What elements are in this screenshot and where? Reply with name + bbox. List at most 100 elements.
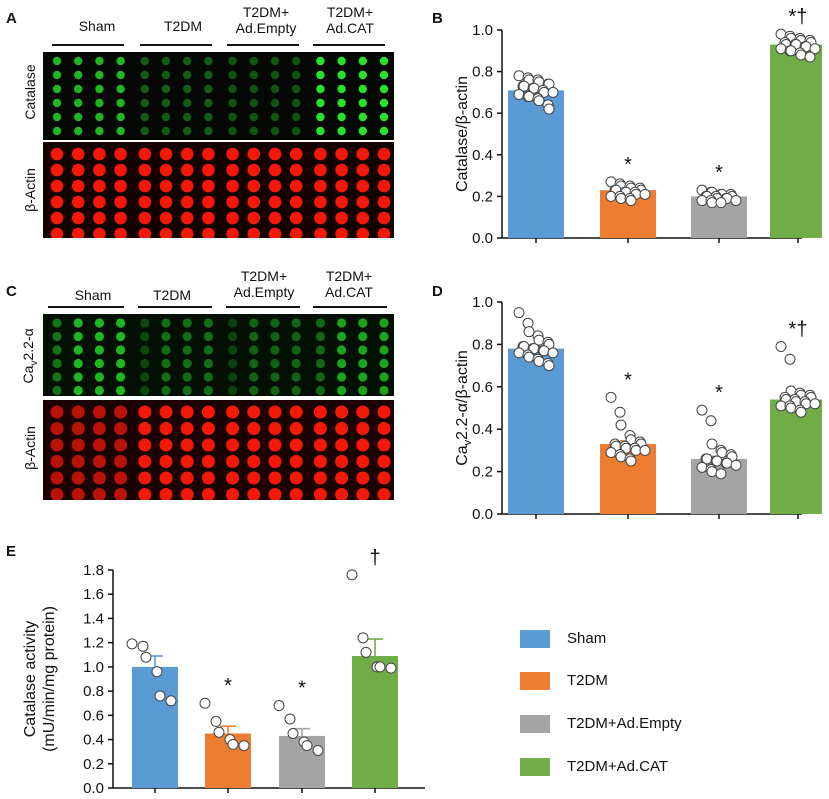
blot-c-actin-dot xyxy=(138,471,152,485)
blot-a-catalase-dot xyxy=(292,70,301,80)
blot-a-group-t2dm: T2DM xyxy=(163,18,203,34)
blot-c-cav-dot xyxy=(337,358,347,369)
blot-a-actin-dot xyxy=(377,179,391,193)
blot-c-actin-dot xyxy=(247,438,261,452)
blot-a-catalase-dot xyxy=(228,70,237,80)
blot-c-cav-dot xyxy=(52,385,62,396)
blot-c-cav-dot xyxy=(358,358,368,369)
blot-a-actin-dot xyxy=(289,147,303,161)
blot-a-actin-dot xyxy=(50,163,64,177)
blot-a-actin-dot xyxy=(314,211,327,225)
blot-c-actin-dot xyxy=(268,422,282,435)
blot-a-actin-dots xyxy=(50,147,391,238)
blot-a-catalase-dot xyxy=(116,70,125,80)
blot-a-actin-dot xyxy=(289,195,303,209)
blot-a-catalase-dot xyxy=(228,56,237,66)
blot-c-cav-dot xyxy=(182,372,192,382)
blot-a-actin-dot xyxy=(202,147,215,161)
blot-c-actin-dot xyxy=(114,488,128,500)
blot-c-actin-dot xyxy=(159,488,173,500)
blot-c-actin-dot xyxy=(335,488,349,500)
blot-c-actin-dot xyxy=(289,438,303,452)
significance-label: * xyxy=(224,675,232,697)
blot-a-catalase-dot xyxy=(52,126,62,136)
blot-a-actin-dot xyxy=(180,227,194,238)
blot-c-actin-dot xyxy=(313,488,327,500)
blot-c-actin-dot xyxy=(201,455,215,468)
data-point xyxy=(273,700,285,712)
blot-a-actin-dot xyxy=(314,147,327,161)
blot-c-cav-dot xyxy=(116,345,126,355)
data-point xyxy=(625,455,637,467)
blot-c-cav-dot xyxy=(161,358,171,369)
panel-letter-c: C xyxy=(6,283,17,300)
blot-a-group-line-2 xyxy=(140,44,212,46)
data-point xyxy=(547,347,559,359)
blot-c-cav-dot xyxy=(358,385,368,396)
blot-c-actin-dot xyxy=(114,438,128,452)
data-point xyxy=(615,451,627,463)
blot-a-actin-dot xyxy=(247,163,261,177)
blot-a-actin-dot xyxy=(180,179,194,193)
blot-c-cav-dot xyxy=(315,318,325,328)
blot-a-catalase-dot xyxy=(183,70,192,80)
blot-a-actin-dot xyxy=(71,163,85,177)
blot-c-cav-dot xyxy=(228,331,238,342)
blot-c-cav-dot xyxy=(203,318,213,328)
blot-c-actin-dot xyxy=(159,438,173,452)
blot-c-cav-dot xyxy=(249,385,259,396)
blot-a-catalase-dot xyxy=(316,98,325,108)
y-tick-label: 0.8 xyxy=(472,64,493,81)
data-point xyxy=(730,195,742,207)
blot-c-actin-dot xyxy=(180,455,194,468)
blot-c-actin-dot xyxy=(71,438,85,452)
significance-label: *† xyxy=(789,319,808,341)
blot-c-actin-dot xyxy=(138,438,152,452)
blot-c-actin-dot xyxy=(226,405,240,419)
blot-a-catalase-dot xyxy=(140,98,149,108)
y-tick-label: 0.6 xyxy=(472,379,493,396)
blot-c-cav-dot xyxy=(249,318,259,328)
blot-a-catalase-dot xyxy=(74,56,83,66)
blot-a-catalase-dot xyxy=(316,56,325,66)
blot-c-actin-dot xyxy=(92,422,106,435)
bar-sham xyxy=(132,666,178,788)
legend-swatch-empty xyxy=(520,715,550,733)
blot-c-cav-dot xyxy=(140,385,150,396)
blot-c-actin-dot xyxy=(92,438,106,452)
data-point xyxy=(151,666,163,678)
blot-a-actin-dot xyxy=(226,147,239,161)
blot-c-actin-dot xyxy=(50,438,64,452)
data-point xyxy=(615,419,627,431)
blot-c-cav-dot xyxy=(249,358,259,369)
y-axis-label: Catalase activity xyxy=(22,621,39,738)
blot-c-row-label-cav: Cav2.2-α xyxy=(20,328,40,384)
blot-c-cav-dot xyxy=(379,385,389,396)
blot-c-cav-dots xyxy=(52,318,389,396)
blot-a-catalase-dot xyxy=(183,98,192,108)
blot-a-catalase-dot xyxy=(249,112,258,122)
blot-c-cav-dot xyxy=(203,345,213,355)
blot-a-actin-dot xyxy=(202,227,215,238)
blot-a-row-label-catalase: Catalase xyxy=(22,64,38,120)
blot-a-actin-dot xyxy=(180,211,194,225)
blot-a-row-label-actin: β-Actin xyxy=(22,168,38,212)
blot-c-cav-dot xyxy=(73,372,83,382)
blot-c-cav-dot xyxy=(116,385,126,396)
legend-swatch-t2dm xyxy=(520,672,550,690)
blot-a-catalase-dot xyxy=(249,126,258,136)
blot-c-actin-dot xyxy=(159,471,173,485)
y-tick-label: 0.6 xyxy=(472,105,493,122)
y-tick-label: 0.4 xyxy=(472,421,493,438)
blot-a-actin-dot xyxy=(114,227,127,238)
blot-a-catalase-dot xyxy=(183,112,192,122)
blot-c-group-line-1 xyxy=(48,306,124,308)
data-point xyxy=(357,632,369,644)
data-point xyxy=(639,444,651,456)
blot-c-actin-dot xyxy=(247,488,261,500)
blot-a-catalase-dot xyxy=(379,70,389,80)
blot-c-cav-dot xyxy=(52,318,62,328)
blot-a-actin-dot xyxy=(50,195,64,209)
blot-c-actin-dot xyxy=(138,455,152,468)
blot-a-catalase-dot xyxy=(358,112,367,122)
